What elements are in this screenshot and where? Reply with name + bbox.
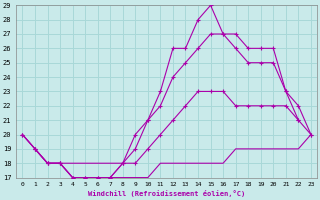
X-axis label: Windchill (Refroidissement éolien,°C): Windchill (Refroidissement éolien,°C) (88, 190, 245, 197)
